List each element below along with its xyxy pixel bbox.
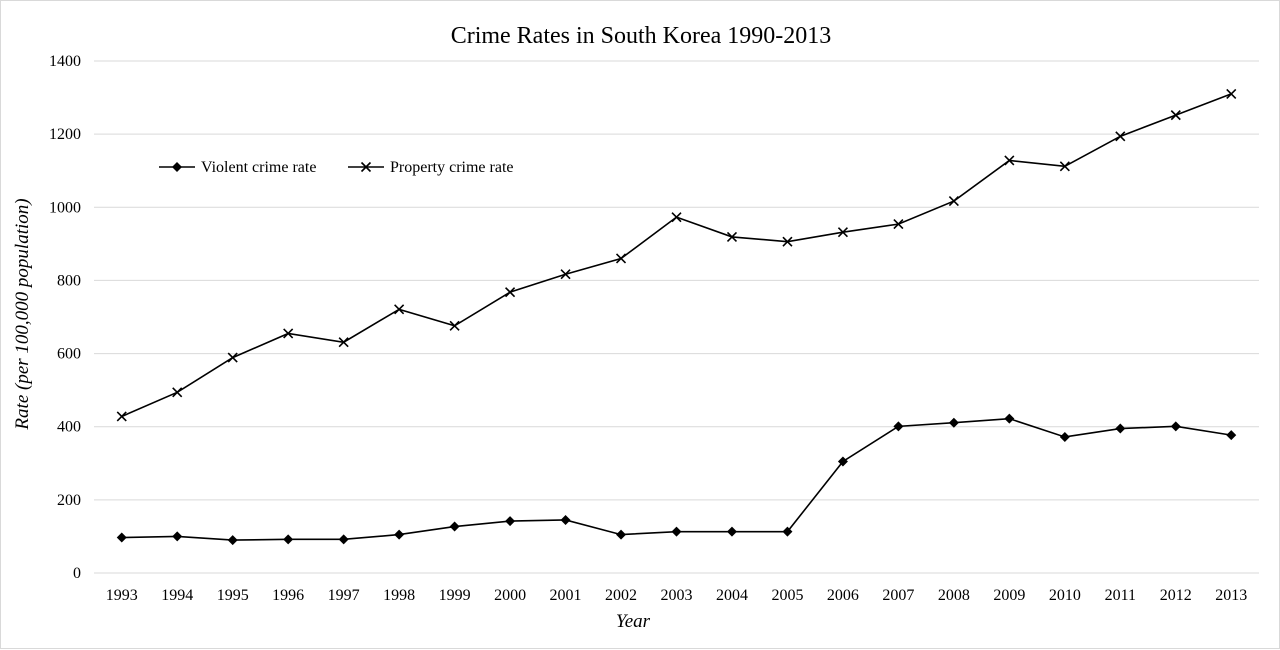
x-tick-label: 1995	[217, 587, 249, 604]
x-tick-label: 2008	[938, 587, 970, 604]
data-point	[1115, 131, 1126, 142]
x-tick-label: 2002	[605, 587, 637, 604]
data-point	[1059, 431, 1070, 442]
legend-item: Violent crime rate	[159, 159, 316, 176]
data-point	[394, 304, 405, 315]
data-point	[505, 516, 516, 527]
legend-marker	[360, 161, 372, 173]
data-point	[837, 456, 848, 467]
x-tick-label: 2003	[661, 587, 693, 604]
data-point	[116, 532, 127, 543]
data-point	[227, 352, 238, 363]
data-point	[837, 227, 848, 238]
y-axis-ticks: 0 200 400 600 800 1000 1200 1400	[49, 53, 81, 582]
x-tick-label: 2012	[1160, 587, 1192, 604]
data-point	[560, 514, 571, 525]
data-point	[671, 526, 682, 537]
series-line	[121, 93, 1232, 418]
data-point	[338, 337, 349, 348]
data-point	[1170, 110, 1181, 121]
x-tick-label: 2007	[882, 587, 914, 604]
chart-title: Crime Rates in South Korea 1990-2013	[451, 23, 832, 49]
data-point	[948, 196, 959, 207]
data-point	[726, 526, 737, 537]
data-point	[1004, 155, 1015, 166]
x-tick-label: 2010	[1049, 587, 1081, 604]
y-tick-label: 200	[57, 492, 81, 509]
data-point	[782, 236, 793, 247]
x-tick-label: 2013	[1215, 587, 1247, 604]
data-point	[283, 534, 294, 545]
legend-label: Property crime rate	[390, 159, 514, 176]
legend-label: Violent crime rate	[201, 159, 316, 176]
y-tick-label: 800	[57, 272, 81, 289]
data-point	[1004, 413, 1015, 424]
data-point	[893, 421, 904, 432]
data-point	[1170, 421, 1181, 432]
data-point	[1226, 430, 1237, 441]
data-point	[560, 269, 571, 280]
gridlines	[94, 60, 1259, 574]
x-tick-label: 1994	[161, 587, 193, 604]
x-tick-label: 1997	[328, 587, 360, 604]
y-tick-label: 600	[57, 346, 81, 363]
data-point	[726, 231, 738, 242]
legend: Violent crime rate Property crime rate	[159, 159, 514, 176]
x-axis-label: Year	[616, 611, 651, 632]
data-point	[172, 387, 183, 398]
legend-item: Property crime rate	[348, 159, 514, 176]
data-point	[449, 521, 460, 532]
data-point	[449, 320, 460, 331]
data-point	[782, 526, 793, 537]
data-point	[893, 219, 904, 230]
data-point	[172, 531, 183, 542]
series-layer	[116, 88, 1237, 546]
x-tick-label: 2004	[716, 587, 748, 604]
x-tick-label: 2009	[993, 587, 1025, 604]
y-tick-label: 1000	[49, 199, 81, 216]
x-tick-label: 1993	[106, 587, 138, 604]
data-point	[671, 212, 682, 223]
x-tick-label: 2005	[771, 587, 803, 604]
y-tick-label: 0	[73, 565, 81, 582]
x-tick-label: 2000	[494, 587, 526, 604]
x-tick-label: 1998	[383, 587, 415, 604]
y-tick-label: 1200	[49, 126, 81, 143]
x-axis-ticks: 1993 1994 1995 1996 1997 1998 1999 2000 2001 2002…	[106, 587, 1248, 604]
legend-marker	[172, 162, 182, 172]
data-point	[283, 328, 294, 339]
data-point	[1059, 161, 1070, 172]
y-axis-label: Rate (per 100,000 population)	[12, 198, 33, 430]
data-point	[1226, 88, 1237, 99]
x-tick-label: 2001	[550, 587, 582, 604]
data-point	[116, 411, 127, 422]
y-tick-label: 1400	[49, 53, 81, 70]
data-point	[948, 417, 959, 428]
data-point	[338, 534, 349, 545]
data-point	[227, 535, 238, 546]
x-tick-label: 2011	[1105, 587, 1136, 604]
x-tick-label: 1996	[272, 587, 304, 604]
data-point	[505, 287, 516, 298]
y-tick-label: 400	[57, 419, 81, 436]
data-point	[394, 529, 405, 540]
data-point	[1115, 423, 1126, 434]
data-point	[616, 529, 627, 540]
series-property	[116, 88, 1237, 422]
data-point	[615, 253, 627, 264]
series-violent	[116, 413, 1237, 546]
x-tick-label: 2006	[827, 587, 859, 604]
x-tick-label: 1999	[439, 587, 471, 604]
